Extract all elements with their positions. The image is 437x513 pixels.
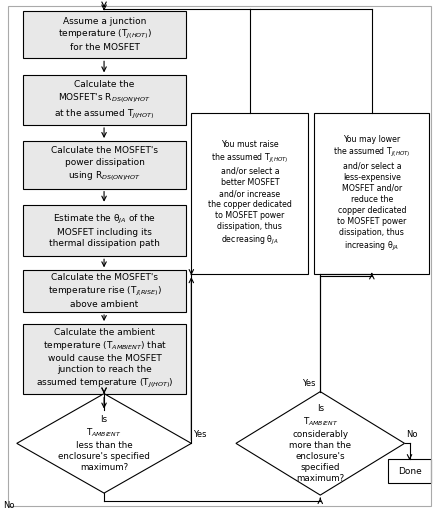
Text: Calculate the
MOSFET's R$_{DS(ON)HOT}$
at the assumed T$_{J(HOT)}$: Calculate the MOSFET's R$_{DS(ON)HOT}$ a… xyxy=(54,80,155,121)
Polygon shape xyxy=(236,391,405,495)
Text: Yes: Yes xyxy=(193,430,207,439)
FancyBboxPatch shape xyxy=(23,270,186,312)
FancyBboxPatch shape xyxy=(23,141,186,189)
Text: Yes: Yes xyxy=(302,379,316,388)
Text: Calculate the ambient
temperature (T$_{AMBIENT}$) that
would cause the MOSFET
ju: Calculate the ambient temperature (T$_{A… xyxy=(36,327,173,390)
Text: No: No xyxy=(406,430,418,439)
Text: Is
T$_{AMBIENT}$
considerably
more than the
enclosure's
specified
maximum?: Is T$_{AMBIENT}$ considerably more than … xyxy=(289,404,351,483)
Text: You may lower
the assumed T$_{J(HOT)}$
and/or select a
less-expensive
MOSFET and: You may lower the assumed T$_{J(HOT)}$ a… xyxy=(333,134,411,253)
FancyBboxPatch shape xyxy=(314,113,430,274)
Text: Calculate the MOSFET's
power dissipation
using R$_{DS(ON)HOT}$: Calculate the MOSFET's power dissipation… xyxy=(51,147,158,183)
Text: Is
T$_{AMBIENT}$
less than the
enclosure's specified
maximum?: Is T$_{AMBIENT}$ less than the enclosure… xyxy=(58,415,150,472)
FancyBboxPatch shape xyxy=(23,324,186,393)
Text: Done: Done xyxy=(398,467,421,476)
Text: Estimate the θ$_{JA}$ of the
MOSFET including its
thermal dissipation path: Estimate the θ$_{JA}$ of the MOSFET incl… xyxy=(49,213,160,248)
Polygon shape xyxy=(17,393,191,493)
Text: No: No xyxy=(3,501,15,510)
Text: You must raise
the assumed T$_{J(HOT)}$
and/or select a
better MOSFET
and/or inc: You must raise the assumed T$_{J(HOT)}$ … xyxy=(208,140,292,247)
FancyBboxPatch shape xyxy=(23,75,186,125)
FancyBboxPatch shape xyxy=(388,459,431,483)
FancyBboxPatch shape xyxy=(23,11,186,58)
Text: Calculate the MOSFET's
temperature rise (T$_{J(RISE)}$)
above ambient: Calculate the MOSFET's temperature rise … xyxy=(48,273,162,309)
FancyBboxPatch shape xyxy=(191,113,309,274)
FancyBboxPatch shape xyxy=(23,205,186,256)
Text: Assume a junction
temperature (T$_{J(HOT)}$)
for the MOSFET: Assume a junction temperature (T$_{J(HOT… xyxy=(58,16,152,52)
